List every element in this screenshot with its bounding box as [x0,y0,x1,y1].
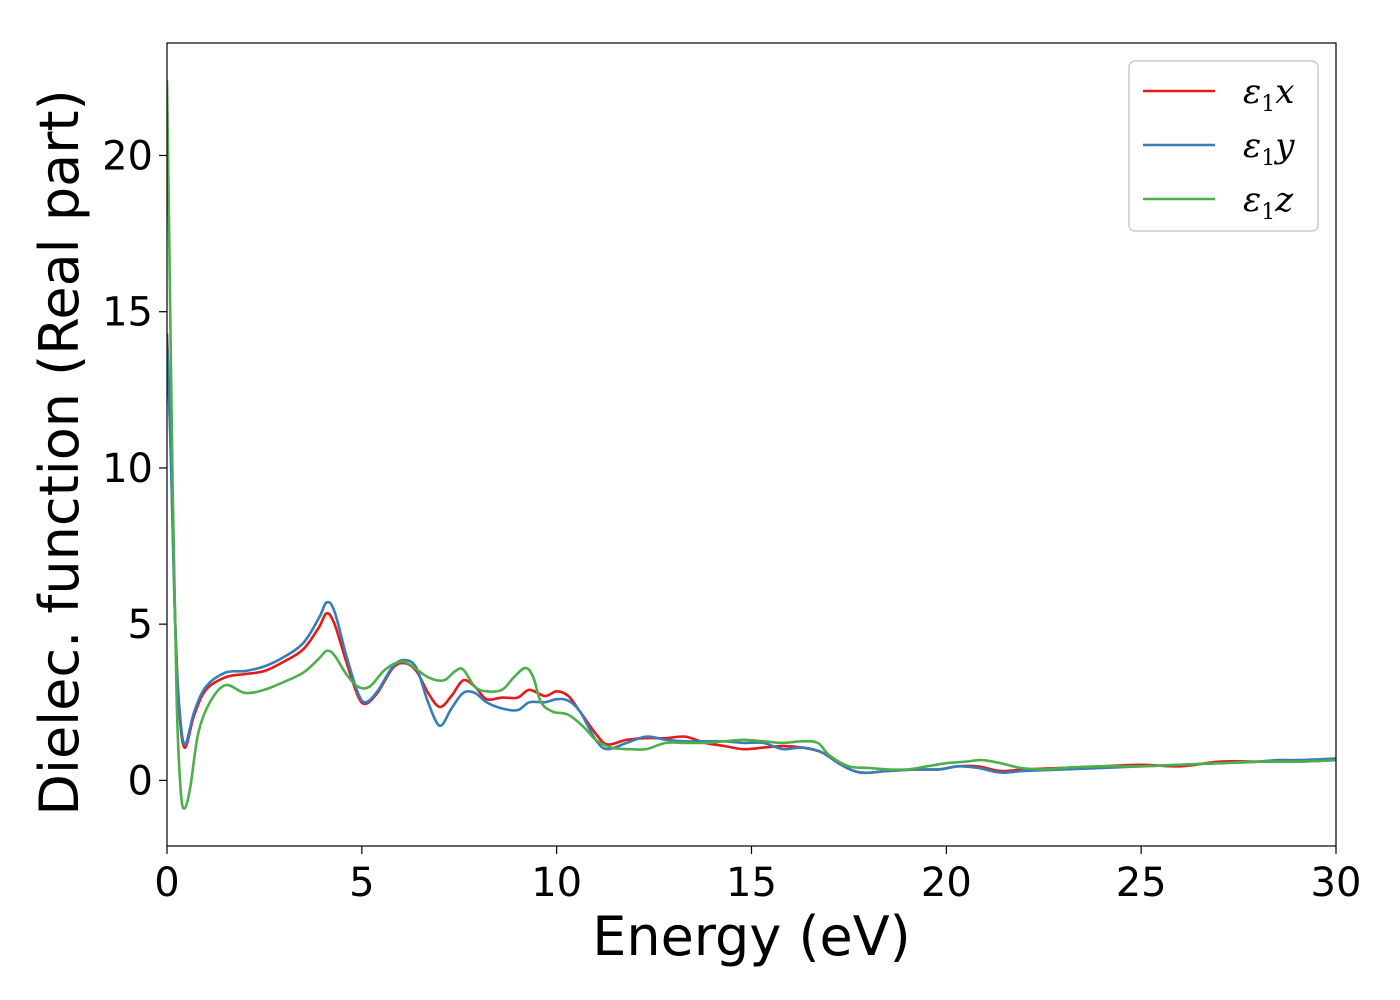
x-tick-label: 20 [921,860,972,906]
y-tick-label: 5 [128,602,153,648]
y-tick-label: 15 [102,290,153,336]
x-tick-label: 25 [1116,860,1167,906]
x-tick-label: 10 [531,860,582,906]
series-line-z [167,80,1336,810]
x-tick-label: 5 [349,860,374,906]
x-tick-label: 30 [1311,860,1362,906]
y-axis-label: Dielec. function (Real part) [28,89,91,815]
legend: ε1x ε1y ε1z [1128,60,1319,232]
legend-entry-x: ε1x [1243,72,1294,117]
x-axis-ticks: 0 5 10 15 20 25 30 [154,846,1361,906]
y-tick-label: 20 [102,133,153,179]
series-layer [167,80,1336,810]
legend-entry-z: ε1z [1243,180,1294,225]
x-axis-label: Energy (eV) [592,905,911,968]
y-tick-label: 0 [128,758,153,804]
series-line-x [167,333,1336,775]
y-axis-ticks: 0 5 10 15 20 [102,133,167,804]
series-line-y [167,336,1336,775]
legend-entry-y: ε1y [1243,126,1295,171]
legend-box [1128,60,1319,232]
x-tick-label: 0 [154,860,179,906]
x-tick-label: 15 [726,860,777,906]
y-tick-label: 10 [102,446,153,492]
